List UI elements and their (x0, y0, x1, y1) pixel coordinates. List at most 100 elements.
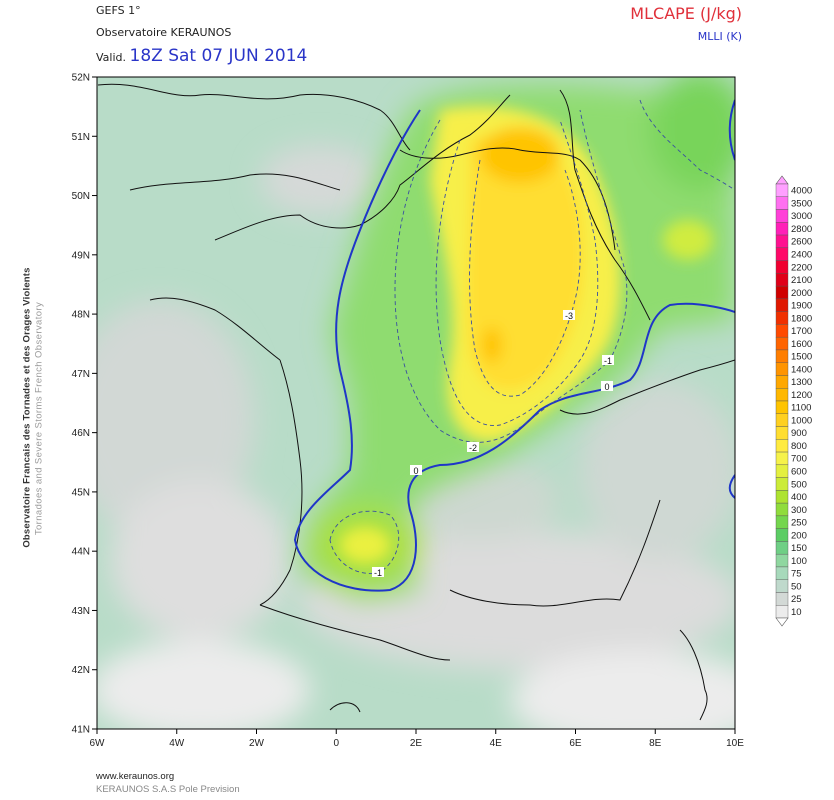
colorbar-label: 1500 (791, 352, 812, 363)
lat-tick-label: 47N (72, 369, 90, 380)
contour-label: 0 (604, 382, 609, 392)
colorbar-swatch (775, 362, 789, 376)
colorbar-swatch (775, 541, 789, 555)
colorbar-swatch (775, 349, 789, 363)
colorbar-swatch (775, 260, 789, 274)
lat-tick-label: 43N (72, 606, 90, 617)
colorbar-swatch (775, 196, 789, 210)
colorbar-label: 2600 (791, 237, 812, 248)
mlli-contours (293, 99, 735, 592)
lon-tick-label: 4E (490, 738, 503, 749)
colorbar-label: 1700 (791, 326, 812, 337)
lat-tick-label: 52N (72, 73, 90, 84)
contour-label: 0 (413, 466, 418, 476)
colorbar-label: 1400 (791, 364, 812, 375)
lat-tick-label: 50N (72, 191, 90, 202)
lat-tick-label: 49N (72, 250, 90, 261)
contour-label: -1 (374, 568, 382, 578)
colorbar-label: 1600 (791, 339, 812, 350)
lat-tick-label: 42N (72, 665, 90, 676)
colorbar-swatch (775, 400, 789, 414)
valid-label: Valid. 18Z Sat 07 JUN 2014 (96, 46, 307, 66)
footer-url[interactable]: www.keraunos.org (96, 771, 175, 782)
lat-tick-label: 45N (72, 487, 90, 498)
lon-tick-label: 2W (249, 738, 265, 749)
colorbar-swatch (775, 375, 789, 389)
colorbar-swatch (775, 298, 789, 312)
lon-axis: 6W 4W 2W 0 2E 4E 6E 8E 10E (90, 729, 744, 749)
source-name: Observatoire KERAUNOS (96, 26, 232, 39)
colorbar-label: 1900 (791, 301, 812, 312)
lon-tick-label: 2E (410, 738, 423, 749)
colorbar-label: 25 (791, 594, 802, 605)
colorbar-top-arrow (775, 175, 789, 185)
colorbar-swatch (775, 247, 789, 261)
colorbar-swatch (775, 234, 789, 249)
lon-tick-label: 4W (169, 738, 185, 749)
colorbar-label: 400 (791, 492, 807, 503)
valid-time: 18Z Sat 07 JUN 2014 (129, 46, 308, 66)
colorbar-bottom-arrow (775, 617, 789, 627)
colorbar-label: 50 (791, 581, 802, 592)
colorbar-label: 300 (791, 505, 807, 516)
lon-tick-label: 10E (726, 738, 744, 749)
colorbar-label: 3000 (791, 211, 812, 222)
colorbar-label: 2200 (791, 262, 812, 273)
colorbar-swatch (775, 451, 789, 466)
coastlines (97, 83, 735, 721)
colorbar-swatch (775, 579, 789, 593)
colorbar-label: 150 (791, 543, 807, 554)
lon-tick-label: 6E (569, 738, 582, 749)
colorbar-swatch (775, 592, 789, 606)
lon-tick-label: 0 (333, 738, 339, 749)
colorbar-label: 800 (791, 441, 807, 452)
colorbar-label: 1200 (791, 390, 812, 401)
colorbar-label: 10 (791, 607, 802, 618)
colorbar-label: 500 (791, 479, 807, 490)
colorbar-swatch (775, 273, 789, 287)
colorbar-swatch (775, 464, 789, 478)
cape-field (97, 77, 735, 729)
colorbar-swatch (775, 502, 789, 517)
colorbar-swatch (775, 413, 789, 427)
model-name: GEFS 1° (96, 4, 141, 17)
colorbar-swatch (775, 222, 789, 236)
lon-tick-label: 6W (90, 738, 106, 749)
colorbar-label: 700 (791, 454, 807, 465)
colorbar-label: 600 (791, 467, 807, 478)
colorbar-swatch (775, 336, 789, 351)
colorbar-swatch (775, 553, 789, 568)
colorbar-label: 2100 (791, 275, 812, 286)
lat-tick-label: 44N (72, 547, 90, 558)
lat-tick-label: 41N (72, 725, 90, 736)
colorbar-label: 1300 (791, 377, 812, 388)
field-title-mlcape: MLCAPE (J/kg) (630, 4, 742, 23)
lon-tick-label: 8E (649, 738, 662, 749)
colorbar-swatch (775, 605, 789, 619)
contour-label: -3 (565, 311, 573, 321)
footer-company: KERAUNOS S.A.S Pole Prevision (96, 784, 240, 795)
colorbar-label: 200 (791, 530, 807, 541)
colorbar-label: 2000 (791, 288, 812, 299)
colorbar-swatch (775, 183, 789, 197)
colorbar-swatch (775, 209, 789, 223)
contour-label: -1 (604, 356, 612, 366)
field-title-mlli: MLLI (K) (697, 30, 742, 43)
colorbar-swatch (775, 285, 789, 300)
colorbar-label: 2400 (791, 250, 812, 261)
colorbar-label: 1100 (791, 403, 811, 414)
lat-tick-label: 46N (72, 428, 90, 439)
lat-tick-label: 48N (72, 310, 90, 321)
colorbar-label: 3500 (791, 198, 812, 209)
valid-prefix: Valid. (96, 51, 127, 64)
colorbar-swatch (775, 324, 789, 338)
colorbar-swatch (775, 566, 789, 580)
colorbar-swatch (775, 490, 789, 504)
colorbar-swatch (775, 439, 789, 453)
colorbar-label: 4000 (791, 186, 812, 197)
colorbar-swatch (775, 426, 789, 440)
colorbar-label: 1800 (791, 313, 812, 324)
colorbar-swatch (775, 528, 789, 542)
